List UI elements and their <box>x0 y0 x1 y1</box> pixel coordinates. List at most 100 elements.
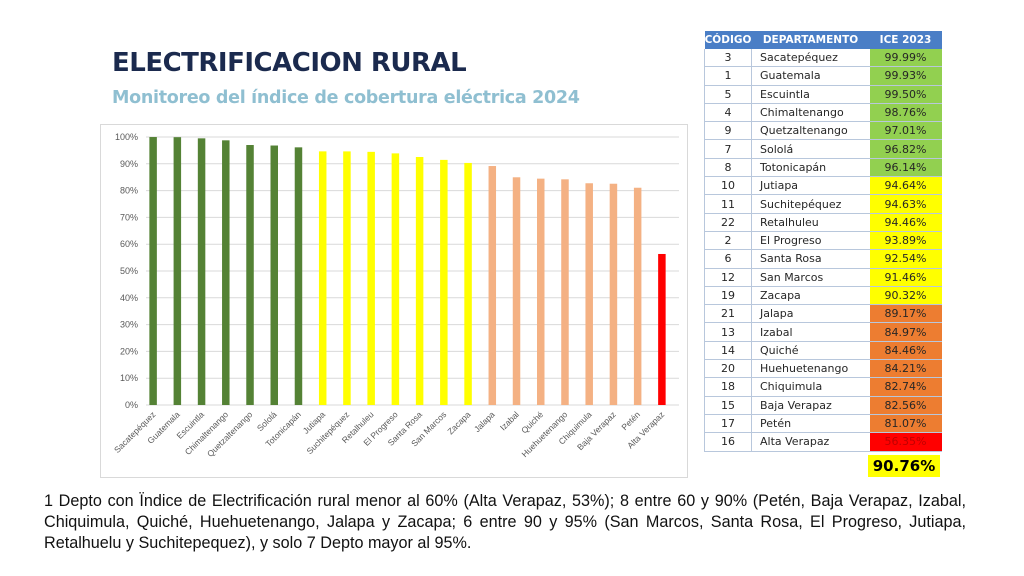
x-tick-label: Izabal <box>498 409 521 432</box>
cell-code: 14 <box>704 341 752 361</box>
table-row: 10 Jutiapa 94.64% <box>704 176 942 196</box>
cell-ice-value: 94.63% <box>869 194 942 214</box>
y-tick-label: 70% <box>120 212 138 222</box>
bar-santa-rosa <box>415 156 424 405</box>
cell-code: 21 <box>704 304 752 324</box>
table-row: 6 Santa Rosa 92.54% <box>704 249 942 269</box>
table-row: 9 Quetzaltenango 97.01% <box>704 121 942 141</box>
cell-ice-value: 99.93% <box>869 66 942 86</box>
table-row: 11 Suchitepéquez 94.63% <box>704 194 942 214</box>
cell-code: 10 <box>704 176 752 196</box>
cell-department: Sacatepéquez <box>751 49 870 68</box>
cell-code: 16 <box>704 432 752 452</box>
y-tick-label: 80% <box>120 186 138 196</box>
cell-department: Alta Verapaz <box>751 432 870 452</box>
ice-table: CÓDIGO DEPARTAMENTO ICE 2023 3 Sacatepéqu… <box>704 31 942 452</box>
table-row: 1 Guatemala 99.93% <box>704 66 942 86</box>
cell-ice-value: 91.46% <box>869 268 942 287</box>
cell-department: Guatemala <box>751 66 870 86</box>
bar-quiché <box>537 178 545 405</box>
cell-department: Suchitepéquez <box>751 194 870 214</box>
column-header-department: DEPARTAMENTO <box>751 31 870 49</box>
x-axis-labels: SacatepéquezGuatemalaEscuintlaChimaltena… <box>112 409 666 459</box>
national-average: 90.76% <box>868 455 940 477</box>
cell-code: 6 <box>704 249 752 269</box>
table-row: 12 San Marcos 91.46% <box>704 268 942 287</box>
bar-chimaltenango <box>222 140 230 406</box>
page-title: ELECTRIFICACION RURAL <box>112 48 467 78</box>
cell-code: 22 <box>704 213 752 232</box>
table-row: 14 Quiché 84.46% <box>704 341 942 361</box>
cell-code: 13 <box>704 322 752 342</box>
cell-ice-value: 93.89% <box>869 231 942 251</box>
bar-sololá <box>270 145 278 405</box>
table-row: 21 Jalapa 89.17% <box>704 304 942 324</box>
y-axis-ticks: 0% 10% 20% 30% 40% 50% 60% 70% 80% 90% 100% <box>115 132 138 410</box>
table-row: 3 Sacatepéquez 99.99% <box>704 49 942 68</box>
cell-department: Quetzaltenango <box>751 121 870 141</box>
bars <box>149 137 666 406</box>
cell-code: 4 <box>704 103 752 123</box>
cell-ice-value: 99.50% <box>869 85 942 104</box>
bar-sacatepéquez <box>149 137 157 405</box>
cell-ice-value: 98.76% <box>869 103 942 123</box>
cell-department: Retalhuleu <box>751 213 870 232</box>
y-tick-label: 30% <box>120 320 138 330</box>
table-row: 17 Petén 81.07% <box>704 414 942 434</box>
bar-retalhuleu <box>367 151 375 405</box>
bar-jalapa <box>488 166 497 405</box>
table-row: 19 Zacapa 90.32% <box>704 286 942 306</box>
cell-ice-value: 56.35% <box>869 432 942 452</box>
table-row: 13 Izabal 84.97% <box>704 322 942 342</box>
cell-department: Jalapa <box>751 304 870 324</box>
bar-chiquimula <box>585 183 593 405</box>
cell-ice-value: 89.17% <box>869 304 942 324</box>
bar-totonicapán <box>294 147 303 406</box>
table-row: 4 Chimaltenango 98.76% <box>704 103 942 123</box>
table-row: 22 Retalhuleu 94.46% <box>704 213 942 232</box>
bar-huehuetenango <box>561 179 569 405</box>
summary-note: 1 Depto con Ïndice de Electrificación ru… <box>44 492 966 552</box>
y-tick-label: 90% <box>120 159 138 169</box>
bar-chart-svg: 0% 10% 20% 30% 40% 50% 60% 70% 80% 90% 100% Sacate… <box>112 132 679 459</box>
bar-suchitepéquez <box>343 151 351 405</box>
table-row: 2 El Progreso 93.89% <box>704 231 942 251</box>
y-tick-label: 100% <box>115 132 138 142</box>
cell-code: 7 <box>704 139 752 159</box>
cell-department: Escuintla <box>751 85 870 104</box>
cell-ice-value: 81.07% <box>869 414 942 434</box>
bar-zacapa <box>464 162 472 405</box>
bar-baja-verapaz <box>609 183 618 405</box>
cell-department: Chiquimula <box>751 377 870 397</box>
cell-ice-value: 84.46% <box>869 341 942 361</box>
cell-ice-value: 82.74% <box>869 377 942 397</box>
table-row: 20 Huehuetenango 84.21% <box>704 359 942 379</box>
cell-code: 2 <box>704 231 752 251</box>
bar-chart: 0% 10% 20% 30% 40% 50% 60% 70% 80% 90% 100% Sacate… <box>100 124 688 478</box>
x-tick-label: Jalapa <box>472 409 497 434</box>
cell-ice-value: 97.01% <box>869 121 942 141</box>
y-tick-label: 60% <box>120 239 138 249</box>
cell-code: 20 <box>704 359 752 379</box>
y-tick-label: 0% <box>125 400 138 410</box>
y-tick-label: 50% <box>120 266 138 276</box>
cell-department: Petén <box>751 414 870 434</box>
table-row: 5 Escuintla 99.50% <box>704 85 942 104</box>
bar-quetzaltenango <box>246 145 254 406</box>
cell-code: 19 <box>704 286 752 306</box>
cell-department: El Progreso <box>751 231 870 251</box>
gridlines <box>146 136 679 406</box>
cell-department: San Marcos <box>751 268 870 287</box>
table-row: 7 Sololá 96.82% <box>704 139 942 159</box>
cell-ice-value: 90.32% <box>869 286 942 306</box>
cell-ice-value: 84.21% <box>869 359 942 379</box>
table-row: 15 Baja Verapaz 82.56% <box>704 396 942 415</box>
cell-code: 3 <box>704 49 752 68</box>
cell-code: 8 <box>704 158 752 178</box>
cell-department: Zacapa <box>751 286 870 306</box>
bar-el-progreso <box>391 153 400 405</box>
cell-department: Santa Rosa <box>751 249 870 269</box>
column-header-code: CÓDIGO <box>704 31 752 49</box>
bar-escuintla <box>197 138 206 405</box>
cell-code: 12 <box>704 268 752 287</box>
